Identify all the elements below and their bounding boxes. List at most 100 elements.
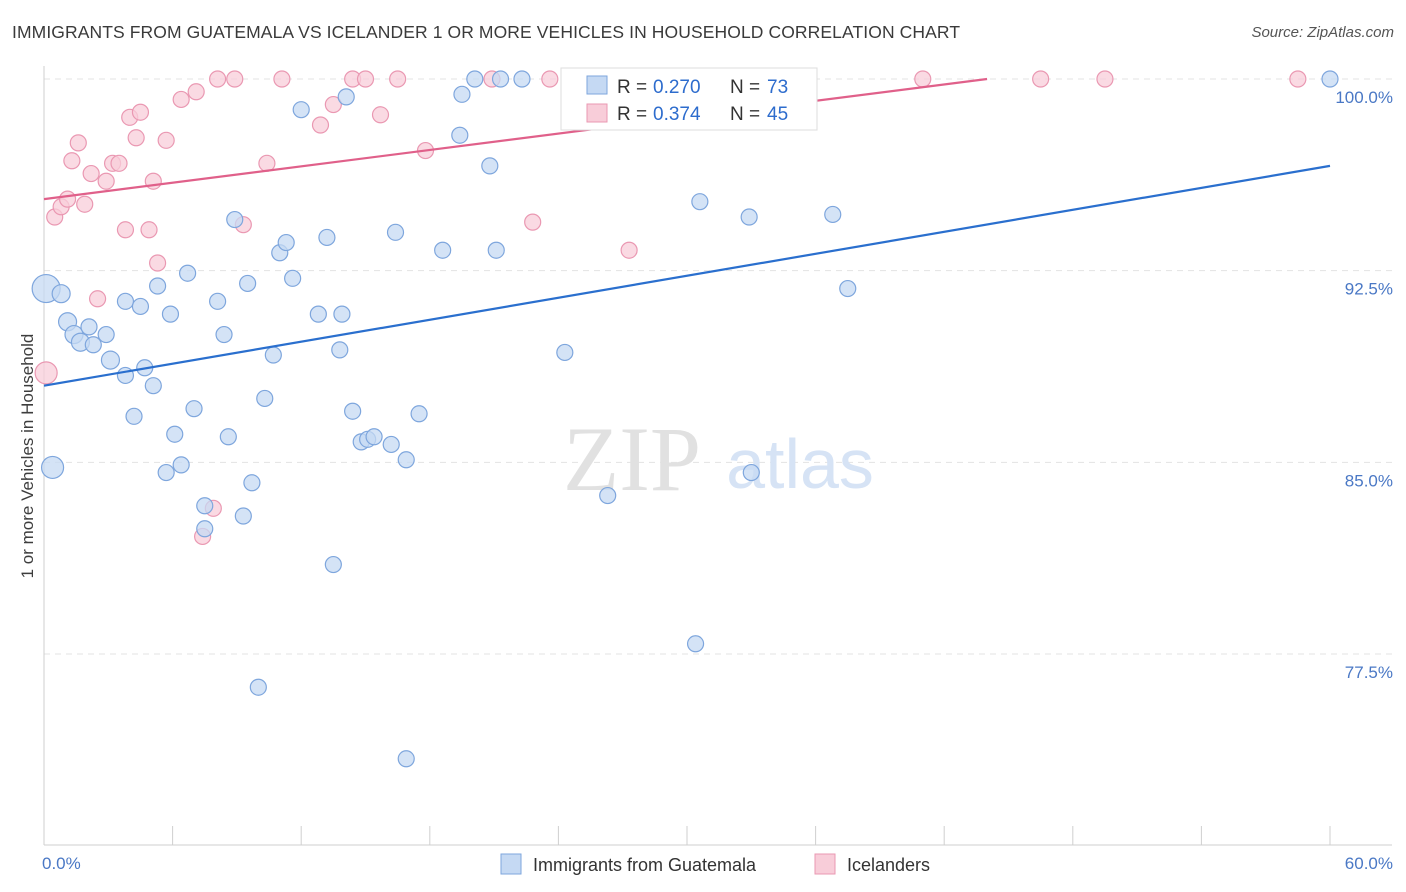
point-blue-25: [209, 292, 227, 310]
point-pink-20: [172, 90, 190, 109]
point-pink-19: [157, 131, 175, 149]
point-blue-41: [324, 555, 342, 574]
point-blue-59: [487, 241, 505, 259]
point-pink-25: [226, 70, 244, 88]
point-pink-42: [1032, 70, 1050, 88]
point-blue-48: [365, 428, 383, 446]
point-blue-53: [410, 405, 428, 423]
point-pink-24: [209, 70, 227, 88]
point-blue-19: [166, 425, 184, 443]
point-blue-43: [333, 305, 351, 323]
point-blue-49: [382, 435, 400, 454]
point-pink-15: [131, 103, 150, 121]
point-blue-42: [331, 341, 349, 359]
y-tick-labels: 100.0% 92.5% 85.0% 77.5%: [1335, 88, 1393, 682]
point-blue-31: [243, 474, 261, 492]
point-blue-68: [740, 208, 758, 226]
point-blue-44: [337, 88, 355, 106]
point-pink-38: [541, 70, 559, 88]
point-pink-37: [524, 213, 542, 231]
point-blue-26: [215, 325, 233, 344]
point-blue-30: [239, 274, 257, 293]
watermark: ZIP atlas: [563, 408, 874, 510]
y-tick-label-0: 100.0%: [1335, 88, 1393, 107]
point-pink-9: [97, 172, 115, 190]
point-blue-37: [284, 269, 302, 287]
legend-r-label-pink: R =: [617, 104, 647, 125]
y-tick-label-2: 85.0%: [1345, 471, 1393, 490]
point-pink-3: [58, 190, 77, 208]
source-credit: Source: ZipAtlas.com: [1251, 24, 1394, 41]
point-pink-44: [1289, 70, 1307, 88]
point-pink-7: [82, 164, 100, 183]
point-pink-30: [324, 95, 342, 114]
point-blue-55: [451, 126, 469, 144]
x-tick-label-1: 60.0%: [1345, 854, 1393, 873]
trend-line-blue: [43, 164, 1331, 387]
point-blue-29: [234, 507, 252, 525]
point-pink-6: [76, 195, 94, 213]
point-pink-11: [110, 154, 128, 172]
point-pink-0: [34, 361, 58, 385]
point-blue-66: [686, 635, 705, 653]
legend-swatch-blue: [586, 75, 608, 95]
point-blue-71: [839, 279, 857, 298]
point-blue-58: [481, 157, 499, 175]
point-blue-60: [491, 70, 510, 88]
point-blue-12: [125, 407, 143, 425]
axes: [43, 66, 1392, 846]
point-blue-32: [249, 678, 267, 696]
point-pink-39: [620, 241, 638, 259]
y-tick-label-3: 77.5%: [1345, 663, 1393, 682]
watermark-atlas: atlas: [726, 425, 874, 503]
point-blue-10: [116, 292, 135, 310]
point-blue-7: [80, 318, 98, 336]
point-blue-34: [264, 346, 282, 364]
point-blue-21: [179, 264, 197, 282]
gridlines: [44, 78, 1392, 655]
point-pink-41: [914, 70, 932, 88]
point-blue-28: [226, 210, 244, 229]
point-blue-50: [386, 223, 405, 241]
point-blue-72: [1321, 70, 1339, 88]
y-tick-label-1: 92.5%: [1345, 280, 1393, 299]
point-blue-39: [309, 305, 327, 323]
point-blue-57: [466, 70, 484, 88]
point-blue-36: [277, 233, 295, 252]
point-pink-14: [127, 129, 145, 147]
bottom-legend-swatch-pink: [814, 853, 836, 875]
point-blue-6: [84, 336, 102, 354]
point-pink-5: [69, 134, 87, 152]
point-pink-34: [389, 70, 407, 88]
trend-lines: [43, 77, 1331, 387]
point-blue-18: [161, 305, 180, 323]
point-blue-1: [51, 284, 71, 304]
point-blue-17: [157, 463, 175, 482]
trend-line-pink: [43, 77, 988, 201]
point-pink-18: [148, 254, 167, 272]
legend-r-value-blue: 0.270: [653, 77, 701, 98]
point-pink-12: [116, 221, 135, 239]
point-pink-33: [371, 106, 390, 124]
point-pink-4: [63, 152, 81, 170]
point-blue-70: [824, 205, 842, 224]
point-blue-13: [131, 297, 150, 316]
point-pink-16: [140, 221, 158, 239]
y-axis-label: 1 or more Vehicles in Household: [18, 334, 37, 579]
point-blue-67: [691, 193, 709, 211]
point-pink-43: [1096, 70, 1114, 88]
point-pink-28: [273, 70, 291, 88]
x-ticks: [43, 826, 1331, 845]
legend-n-value-pink: 45: [767, 104, 788, 125]
watermark-zip: ZIP: [563, 408, 701, 510]
point-pink-21: [187, 83, 205, 101]
legend-swatch-pink: [586, 103, 608, 123]
bottom-legend-label-blue: Immigrants from Guatemala: [533, 855, 757, 875]
point-blue-52: [397, 750, 415, 768]
point-blue-8: [97, 325, 115, 344]
chart-title: IMMIGRANTS FROM GUATEMALA VS ICELANDER 1…: [12, 22, 961, 42]
point-pink-29: [311, 116, 330, 134]
point-pink-32: [356, 70, 375, 88]
point-pink-8: [88, 290, 107, 308]
point-blue-16: [148, 277, 167, 295]
